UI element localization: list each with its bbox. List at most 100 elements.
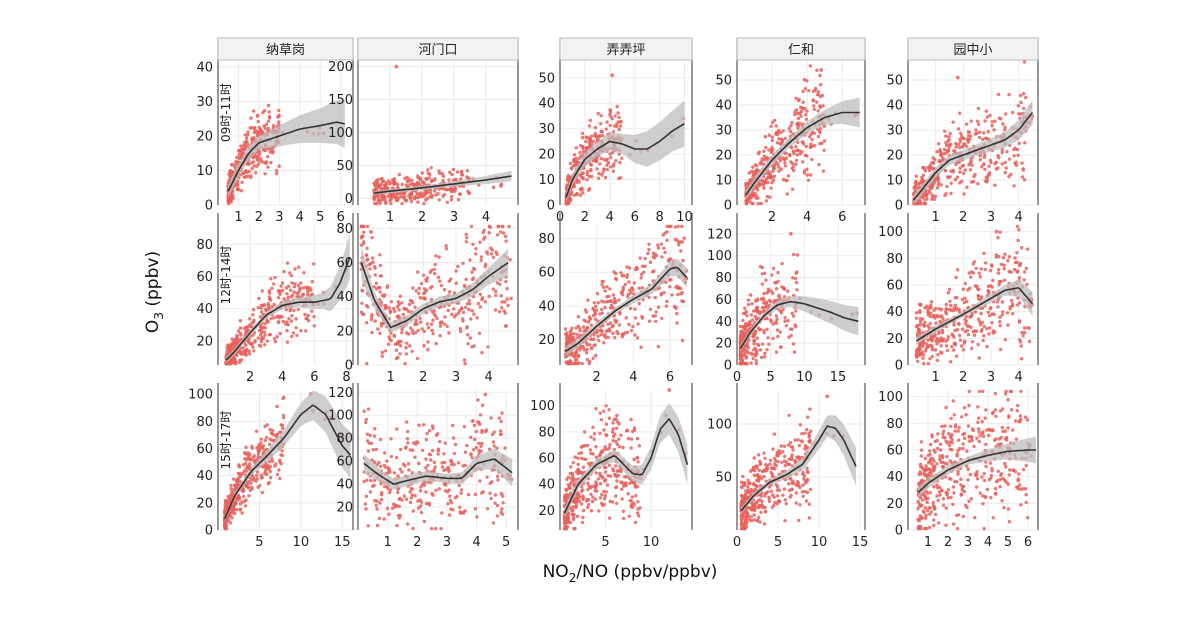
data-point <box>602 167 606 171</box>
data-point <box>821 169 826 173</box>
data-point <box>603 289 607 293</box>
data-point <box>243 147 247 151</box>
column-strip-label: 园中小 <box>953 43 992 58</box>
data-point <box>499 429 503 433</box>
data-point <box>395 305 400 309</box>
data-point <box>424 457 428 461</box>
data-point <box>430 328 434 332</box>
data-point <box>359 224 364 229</box>
data-point <box>988 268 993 273</box>
data-point <box>397 504 401 509</box>
data-point <box>568 161 573 166</box>
data-point <box>242 171 246 175</box>
data-point <box>422 329 427 334</box>
data-point <box>503 446 507 450</box>
data-point <box>816 134 821 139</box>
data-point <box>955 295 959 300</box>
data-point <box>482 237 486 241</box>
data-point <box>939 344 943 348</box>
data-point <box>256 305 260 310</box>
data-point <box>503 311 507 315</box>
data-point <box>746 324 751 328</box>
data-point <box>778 142 782 146</box>
data-point <box>952 323 956 327</box>
data-point <box>771 266 776 271</box>
data-point <box>599 157 604 161</box>
data-point <box>248 488 252 493</box>
data-point <box>984 109 988 113</box>
y-tick-label: 80 <box>538 232 555 247</box>
data-point <box>291 331 296 335</box>
data-point <box>578 173 583 177</box>
data-point <box>1015 260 1019 265</box>
data-point <box>569 166 574 170</box>
data-point <box>629 328 634 333</box>
x-tick-label: 3 <box>275 210 283 225</box>
data-point <box>509 296 513 301</box>
data-point <box>961 348 966 352</box>
data-point <box>615 426 619 430</box>
data-point <box>585 347 589 352</box>
data-point <box>930 161 934 165</box>
data-point <box>654 319 658 324</box>
data-point <box>607 294 611 299</box>
data-point <box>404 199 408 203</box>
data-point <box>280 281 285 285</box>
data-point <box>769 124 773 128</box>
data-point <box>639 276 643 280</box>
data-point <box>429 458 433 462</box>
data-point <box>469 435 473 439</box>
data-point <box>791 165 795 169</box>
data-point <box>771 164 776 168</box>
data-point <box>419 191 423 195</box>
data-point <box>383 293 387 297</box>
data-point <box>933 348 938 352</box>
data-point <box>1022 270 1027 274</box>
y-tick-label: 10 <box>886 174 903 189</box>
data-point <box>1022 60 1027 64</box>
data-point <box>801 140 805 144</box>
data-point <box>462 358 467 362</box>
data-point <box>944 192 948 196</box>
data-point <box>954 145 958 149</box>
data-point <box>368 433 372 438</box>
data-point <box>964 122 969 126</box>
data-point <box>409 326 413 330</box>
data-point <box>468 336 472 340</box>
data-point <box>238 502 243 506</box>
data-point <box>568 334 572 338</box>
data-point <box>430 448 435 453</box>
data-point <box>278 331 282 336</box>
data-point <box>627 280 631 284</box>
data-point <box>665 230 669 234</box>
y-tick-label: 20 <box>336 324 353 339</box>
data-point <box>616 111 620 115</box>
data-point <box>593 125 598 130</box>
data-point <box>393 505 398 509</box>
data-point <box>477 451 481 455</box>
data-point <box>946 175 951 180</box>
data-point <box>810 138 814 142</box>
data-point <box>815 100 819 104</box>
data-point <box>1000 313 1004 317</box>
data-point <box>446 502 450 506</box>
data-point <box>954 162 958 167</box>
y-tick-label: 100 <box>328 409 353 424</box>
data-point <box>449 501 454 505</box>
data-point <box>980 295 984 299</box>
data-point <box>406 441 410 445</box>
data-point <box>1018 261 1023 266</box>
data-point <box>301 286 305 290</box>
data-point <box>420 171 424 175</box>
data-point <box>996 271 1001 275</box>
data-point <box>765 156 770 160</box>
data-point <box>386 486 390 491</box>
data-point <box>275 315 279 319</box>
data-point <box>271 428 275 433</box>
data-point <box>282 297 286 301</box>
data-point <box>812 144 817 148</box>
x-tick-label: 0 <box>733 370 741 385</box>
data-point <box>470 309 474 313</box>
data-point <box>576 315 581 319</box>
data-point <box>422 273 426 277</box>
